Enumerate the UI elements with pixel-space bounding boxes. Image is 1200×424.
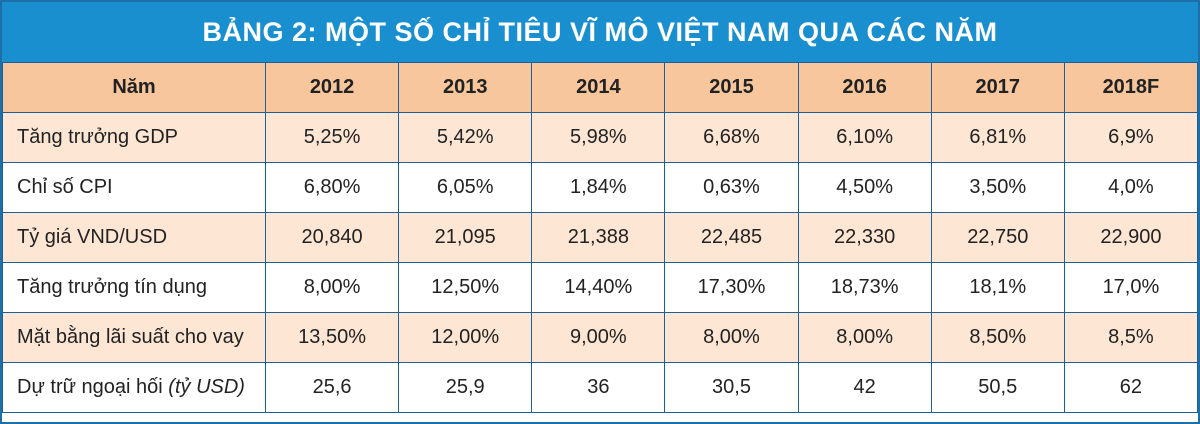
row-label: Tăng trưởng tín dụng xyxy=(2,262,266,313)
data-cell: 50,5 xyxy=(930,362,1065,413)
row-label: Tăng trưởng GDP xyxy=(2,112,266,163)
row-label-text: Dự trữ ngoại hối xyxy=(17,376,163,398)
data-cell: 5,42% xyxy=(398,112,533,163)
data-cell: 13,50% xyxy=(264,312,400,363)
header-cell: 2013 xyxy=(398,62,533,113)
data-cell: 21,388 xyxy=(531,212,666,263)
data-cell: 62 xyxy=(1063,362,1199,413)
table-title: BẢNG 2: MỘT SỐ CHỈ TIÊU VĨ MÔ VIỆT NAM Q… xyxy=(2,2,1198,62)
data-cell: 21,095 xyxy=(398,212,533,263)
data-cell: 4,50% xyxy=(797,162,932,213)
header-row: Năm 2012 2013 2014 2015 2016 2017 2018F xyxy=(2,62,1199,113)
data-cell: 9,00% xyxy=(531,312,666,363)
data-cell: 6,81% xyxy=(930,112,1065,163)
data-cell: 5,98% xyxy=(531,112,666,163)
row-label: Tỷ giá VND/USD xyxy=(2,212,266,263)
data-cell: 25,6 xyxy=(264,362,400,413)
header-cell: 2018F xyxy=(1063,62,1199,113)
data-cell: 22,900 xyxy=(1063,212,1199,263)
data-cell: 4,0% xyxy=(1063,162,1199,213)
header-cell: 2015 xyxy=(664,62,799,113)
data-cell: 42 xyxy=(797,362,932,413)
table-row: Tăng trưởng tín dụng 8,00% 12,50% 14,40% 17,… xyxy=(2,262,1199,313)
row-label: Dự trữ ngoại hối (tỷ USD) xyxy=(2,362,266,413)
data-cell: 6,9% xyxy=(1063,112,1199,163)
data-cell: 8,00% xyxy=(797,312,932,363)
data-cell: 30,5 xyxy=(664,362,799,413)
data-cell: 20,840 xyxy=(264,212,400,263)
row-label: Mặt bằng lãi suất cho vay xyxy=(2,312,266,363)
header-cell: 2017 xyxy=(930,62,1065,113)
data-cell: 17,0% xyxy=(1063,262,1199,313)
data-table: Năm 2012 2013 2014 2015 2016 2017 2018F Tăng tr… xyxy=(2,62,1199,413)
data-cell: 25,9 xyxy=(398,362,533,413)
row-label-text: Tăng trưởng tín dụng xyxy=(17,276,207,298)
table-row: Chỉ số CPI 6,80% 6,05% 1,84% 0,63% 4,50% 3,50%… xyxy=(2,162,1199,213)
header-cell: 2012 xyxy=(264,62,400,113)
data-cell: 12,50% xyxy=(398,262,533,313)
data-cell: 22,485 xyxy=(664,212,799,263)
row-label-text: Chỉ số CPI xyxy=(17,176,113,198)
data-cell: 8,00% xyxy=(264,262,400,313)
data-cell: 6,05% xyxy=(398,162,533,213)
row-label-text: Mặt bằng lãi suất cho vay xyxy=(17,326,244,348)
row-label-text: Tăng trưởng GDP xyxy=(17,126,179,148)
data-cell: 18,73% xyxy=(797,262,932,313)
data-cell: 0,63% xyxy=(664,162,799,213)
data-cell: 22,330 xyxy=(797,212,932,263)
header-cell: 2014 xyxy=(531,62,666,113)
header-cell: Năm xyxy=(2,62,266,113)
data-cell: 6,80% xyxy=(264,162,400,213)
table-row: Tăng trưởng GDP 5,25% 5,42% 5,98% 6,68% 6,10%… xyxy=(2,112,1199,163)
data-cell: 3,50% xyxy=(930,162,1065,213)
data-cell: 8,50% xyxy=(930,312,1065,363)
data-cell: 14,40% xyxy=(531,262,666,313)
data-cell: 17,30% xyxy=(664,262,799,313)
data-cell: 18,1% xyxy=(930,262,1065,313)
data-cell: 6,68% xyxy=(664,112,799,163)
row-label-text: Tỷ giá VND/USD xyxy=(17,226,168,248)
table-row: Dự trữ ngoại hối (tỷ USD) 25,6 25,9 36 30,5 4… xyxy=(2,362,1199,413)
data-cell: 1,84% xyxy=(531,162,666,213)
data-cell: 8,00% xyxy=(664,312,799,363)
data-cell: 5,25% xyxy=(264,112,400,163)
data-cell: 22,750 xyxy=(930,212,1065,263)
row-label: Chỉ số CPI xyxy=(2,162,266,213)
data-cell: 8,5% xyxy=(1063,312,1199,363)
table-row: Tỷ giá VND/USD 20,840 21,095 21,388 22,485 22… xyxy=(2,212,1199,263)
data-cell: 36 xyxy=(531,362,666,413)
header-cell: 2016 xyxy=(797,62,932,113)
data-cell: 6,10% xyxy=(797,112,932,163)
row-label-unit: (tỷ USD) xyxy=(168,376,245,398)
table-row: Mặt bằng lãi suất cho vay 13,50% 12,00% 9,0… xyxy=(2,312,1199,363)
data-cell: 12,00% xyxy=(398,312,533,363)
